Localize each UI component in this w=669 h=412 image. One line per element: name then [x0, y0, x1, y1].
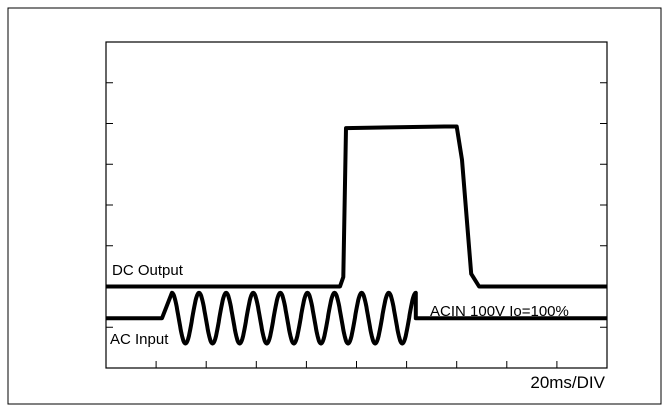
outer-frame	[7, 7, 662, 405]
time-scale-label: 20ms/DIV	[530, 373, 605, 392]
condition-label: ACIN 100V Io=100%	[430, 303, 569, 320]
dc-output-label: DC Output	[112, 262, 184, 279]
ac-input-label: AC Input	[110, 331, 169, 348]
dc-output-trace	[106, 124, 607, 289]
ac-input-trace	[106, 290, 607, 346]
